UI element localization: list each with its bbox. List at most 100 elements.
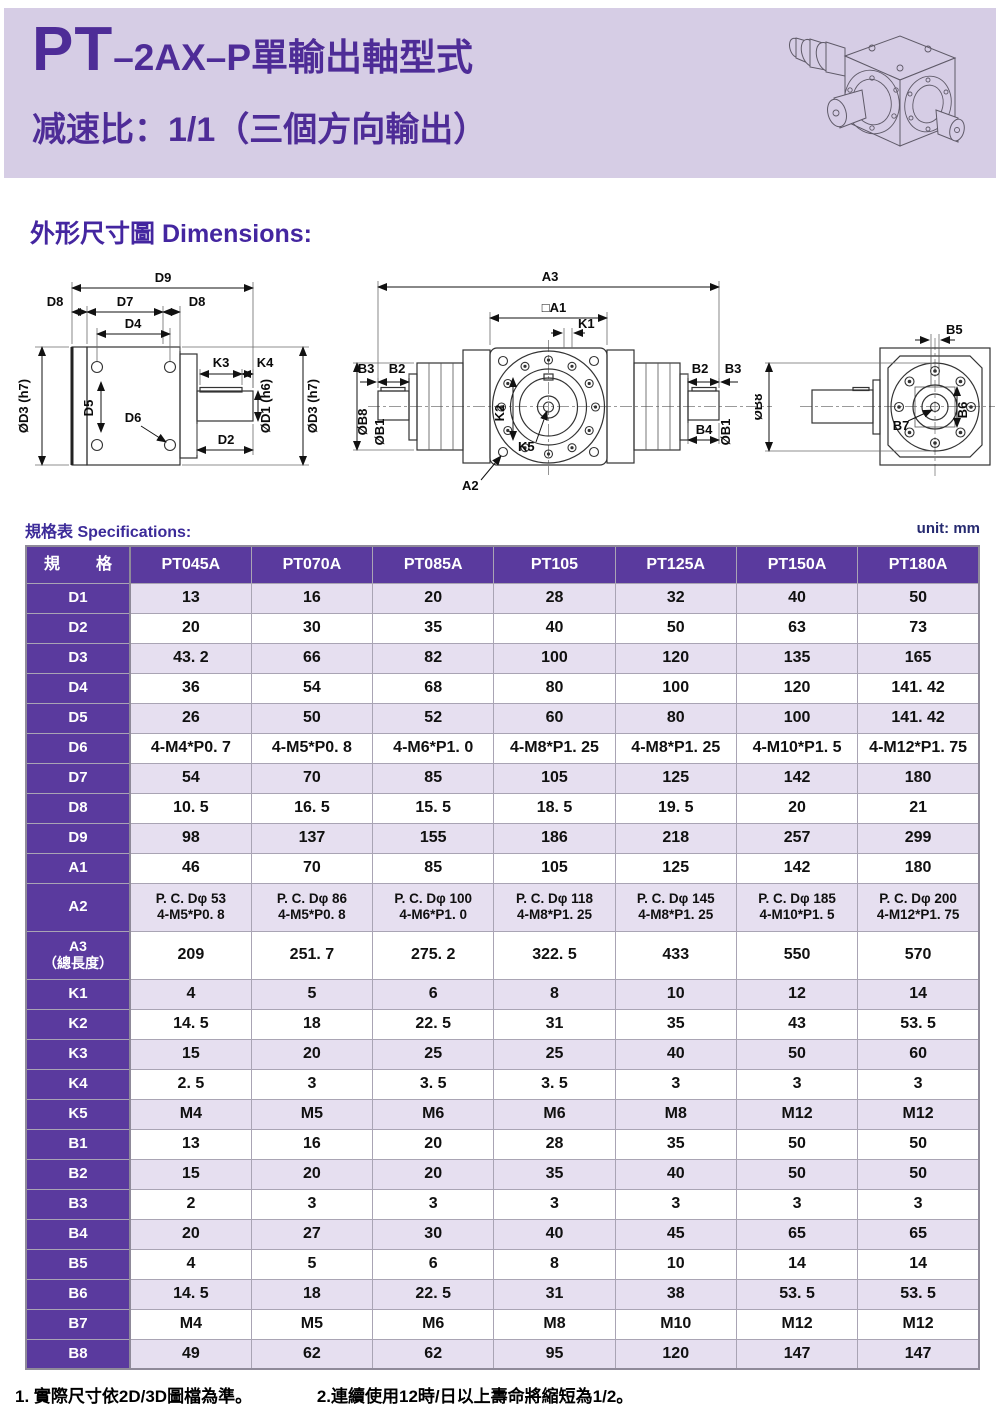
spec-cell: 98 — [129, 822, 252, 854]
specifications-section-label: 規格表 Specifications: — [25, 524, 192, 541]
spec-cell: 53. 5 — [857, 1278, 980, 1310]
spec-cell: M5 — [250, 1308, 374, 1340]
spec-cell: 43 — [735, 1008, 859, 1040]
spec-cell: 50 — [250, 702, 374, 734]
spec-cell: 14 — [857, 1248, 980, 1280]
spec-cell: 31 — [493, 1008, 616, 1040]
dim-label-d6: D6 — [125, 410, 142, 425]
dim-label-ob8: ØB8 — [755, 394, 765, 421]
spec-row-d6: D6 4-M4*P0. 7 4-M5*P0. 8 4-M6*P1. 0 4-M8*P1.… — [25, 732, 980, 764]
spec-cell: 105 — [493, 852, 616, 884]
spec-cell: 53. 5 — [735, 1278, 859, 1310]
spec-cell: 18 — [250, 1278, 374, 1310]
spec-cell: 25 — [493, 1038, 616, 1070]
spec-cell: 3 — [614, 1188, 737, 1220]
dim-label-od1: ØD1 (h6) — [258, 379, 273, 433]
header-banner: PT–2AX–P單輸出軸型式 减速比：1/1（三個方向輸出） — [4, 8, 996, 178]
spec-cell: 16 — [250, 582, 374, 614]
row-label: B3 — [25, 1188, 131, 1220]
spec-cell: 22. 5 — [372, 1008, 495, 1040]
dim-label-k3: K3 — [213, 355, 230, 370]
column-header-model: PT045A — [129, 545, 252, 584]
spec-cell: P. C. Dφ 200 4-M12*P1. 75 — [857, 882, 980, 932]
spec-cell: 4-M6*P1. 0 — [372, 732, 495, 764]
spec-cell: 251. 7 — [250, 930, 374, 980]
dim-label-b2-right: B2 — [692, 361, 709, 376]
spec-cell: 38 — [614, 1278, 737, 1310]
spec-cell: 3 — [735, 1188, 859, 1220]
spec-cell: 21 — [857, 792, 980, 824]
spec-row-k5: K5 M4 M5 M6 M6 M8 M12 M12 — [25, 1098, 980, 1130]
spec-cell: 85 — [372, 852, 495, 884]
spec-cell: M8 — [614, 1098, 737, 1130]
spec-cell: 4 — [129, 1248, 252, 1280]
spec-row-d2: D2 20 30 35 40 50 63 73 — [25, 612, 980, 644]
spec-cell: 27 — [250, 1218, 374, 1250]
row-label: D4 — [25, 672, 131, 704]
spec-cell: 14. 5 — [129, 1278, 252, 1310]
spec-cell: M12 — [735, 1098, 859, 1130]
spec-row-b5: B5 4 5 6 8 10 14 14 — [25, 1248, 980, 1280]
row-label: K3 — [25, 1038, 131, 1070]
dim-label-ob1-left: ØB1 — [372, 419, 387, 446]
footnote-2: 2.連續使用12時/日以上壽命將縮短為1/2。 — [316, 1387, 634, 1406]
row-label: D8 — [25, 792, 131, 824]
spec-cell: 20 — [129, 1218, 252, 1250]
dim-label-a2: A2 — [462, 478, 479, 493]
spec-cell: P. C. Dφ 53 4-M5*P0. 8 — [129, 882, 252, 932]
spec-cell: 5 — [250, 978, 374, 1010]
dim-label-d4: D4 — [125, 316, 142, 331]
row-label: K2 — [25, 1008, 131, 1040]
spec-cell: 53. 5 — [857, 1008, 980, 1040]
title-model: –2AX–P單輸出軸型式 — [113, 37, 474, 78]
column-header-model: PT180A — [857, 545, 980, 584]
spec-cell: 4-M8*P1. 25 — [493, 732, 616, 764]
spec-cell: 35 — [493, 1158, 616, 1190]
spec-cell: M8 — [493, 1308, 616, 1340]
spec-cell: 14. 5 — [129, 1008, 252, 1040]
spec-cell: 63 — [735, 612, 859, 644]
spec-cell: 120 — [735, 672, 859, 704]
spec-cell: M6 — [372, 1308, 495, 1340]
spec-cell: 4-M12*P1. 75 — [857, 732, 980, 764]
spec-cell: 3 — [250, 1068, 374, 1100]
spec-cell: M12 — [735, 1308, 859, 1340]
spec-cell: 31 — [493, 1278, 616, 1310]
spec-cell: 15 — [129, 1038, 252, 1070]
spec-cell: 3 — [250, 1188, 374, 1220]
spec-cell: 3 — [493, 1188, 616, 1220]
unit-label: unit: mm — [916, 520, 980, 537]
spec-row-d1: D1 13 16 20 28 32 40 50 — [25, 582, 980, 614]
spec-cell: 14 — [735, 1248, 859, 1280]
row-label: D1 — [25, 582, 131, 614]
spec-cell: M12 — [857, 1098, 980, 1130]
spec-row-b1: B1 13 16 20 28 35 50 50 — [25, 1128, 980, 1160]
spec-cell: 120 — [614, 1338, 737, 1370]
dim-label-b2-left: B2 — [389, 361, 406, 376]
spec-row-b4: B4 20 27 30 40 45 65 65 — [25, 1218, 980, 1250]
row-label: K5 — [25, 1098, 131, 1130]
page-subtitle: 减速比：1/1（三個方向輸出） — [32, 111, 488, 149]
spec-cell: 20 — [372, 1158, 495, 1190]
dimension-diagram-front-view: A3 □A1 K1 K2 K5 A2 B3 B2 ØB8 ØB1 B2 B3 Ø… — [353, 270, 772, 493]
spec-cell: 120 — [614, 642, 737, 674]
spec-cell: 180 — [857, 852, 980, 884]
spec-cell: 50 — [857, 582, 980, 614]
spec-cell: 100 — [614, 672, 737, 704]
spec-cell: 66 — [250, 642, 374, 674]
row-label: K4 — [25, 1068, 131, 1100]
spec-cell: 73 — [857, 612, 980, 644]
spec-cell: P. C. Dφ 86 4-M5*P0. 8 — [250, 882, 374, 932]
spec-cell: 4-M5*P0. 8 — [250, 732, 374, 764]
spec-cell: 3 — [372, 1188, 495, 1220]
spec-cell: 52 — [372, 702, 495, 734]
column-header-model: PT150A — [735, 545, 859, 584]
spec-row-b7: B7 M4 M5 M6 M8 M10 M12 M12 — [25, 1308, 980, 1340]
dim-label-ob8-left: ØB8 — [355, 409, 370, 436]
spec-cell: 40 — [614, 1038, 737, 1070]
spec-cell: M5 — [250, 1098, 374, 1130]
spec-cell: 100 — [735, 702, 859, 734]
spec-cell: 80 — [614, 702, 737, 734]
dim-label-d5: D5 — [81, 400, 96, 417]
spec-cell: 13 — [129, 1128, 252, 1160]
